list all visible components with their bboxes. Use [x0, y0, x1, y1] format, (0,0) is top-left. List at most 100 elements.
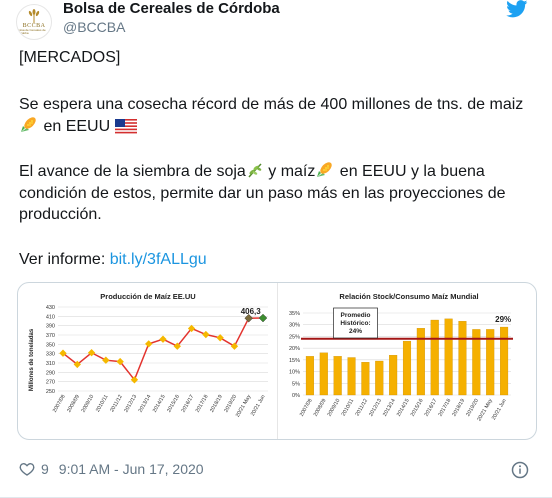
bar [333, 356, 342, 396]
production-chart: Producción de Maíz EE.UU Millones de ton… [18, 283, 277, 439]
x-tick-label: 2012/13 [368, 398, 383, 418]
us-flag-emoji [114, 119, 137, 134]
x-tick-label: 2016/17 [181, 394, 196, 414]
media-attachment[interactable]: Producción de Maíz EE.UU Millones de ton… [17, 282, 537, 440]
tweet-line-2: Se espera una cosecha récord de más de 4… [19, 96, 524, 113]
tweet-line-3: en EEUU [19, 116, 137, 138]
data-point [258, 313, 268, 323]
x-tick-label: 2009/10 [327, 398, 342, 418]
x-tick-label: 2019/20 [223, 394, 238, 414]
y-tick-label: 35% [289, 311, 300, 317]
bar [458, 321, 467, 396]
like-count[interactable]: 9 [41, 461, 49, 477]
x-tick-label: 20/21 Jun [250, 394, 267, 417]
tweet-line-7: Ver informe: bit.ly/3fALLgu [19, 249, 207, 271]
x-tick-label: 2014/15 [396, 398, 411, 418]
tweet-line-4b: y maíz [263, 163, 316, 180]
y-tick-label: 410 [46, 314, 55, 320]
y-tick-label: 390 [46, 324, 55, 330]
production-annotation: 406,3 [241, 307, 262, 316]
x-tick-label: 2010/11 [95, 394, 110, 413]
y-tick-label: 30% [289, 323, 300, 329]
x-tick-label: 2011/12 [355, 398, 370, 417]
timestamp[interactable]: 9:01 AM - Jun 17, 2020 [58, 461, 204, 477]
bar [402, 340, 412, 396]
x-tick-label: 2014/15 [152, 394, 167, 414]
bar [305, 356, 314, 396]
bar [486, 329, 495, 396]
report-link[interactable]: bit.ly/3fALLgu [109, 251, 207, 268]
account-handle[interactable]: @BCCBA [63, 19, 126, 35]
x-tick-label: 2018/19 [451, 398, 466, 418]
tweet-line-5: condición de estos, permite dar un paso … [19, 185, 506, 202]
bar [472, 329, 481, 396]
tweet-line-4c: en EEUU y la buena [335, 163, 485, 180]
info-icon[interactable] [511, 461, 529, 479]
tweet-footer: 9 9:01 AM - Jun 17, 2020 [19, 459, 204, 479]
production-series-line [62, 317, 264, 382]
data-point [87, 349, 96, 357]
corn-emoji [21, 117, 36, 132]
y-tick-label: 350 [46, 342, 55, 348]
bar [430, 319, 439, 396]
bar [361, 362, 370, 396]
y-tick-label: 10% [289, 370, 300, 376]
twitter-bird-icon[interactable] [506, 0, 528, 18]
tweet-line-1: [MERCADOS] [19, 49, 121, 66]
y-tick-label: 330 [46, 352, 55, 358]
y-tick-label: 0% [292, 393, 300, 399]
data-point [230, 342, 239, 350]
average-label-line-2: Histórico: [340, 320, 370, 327]
bar [389, 355, 398, 396]
bar [375, 360, 384, 396]
bar [347, 357, 356, 396]
stock-ratio-chart-svg: Relación Stock/Consumo Maíz Mundial 35% 3… [289, 292, 513, 422]
y-tick-label: 15% [289, 358, 300, 364]
average-label-value: 24% [349, 328, 362, 335]
x-tick-label: 2017/18 [438, 398, 453, 418]
average-label-line-1: Promedio [341, 312, 371, 319]
tweet-line-4a: El avance de la siembra de soja [19, 163, 246, 180]
average-label-box [333, 307, 378, 339]
data-point [159, 335, 167, 343]
data-point [244, 313, 253, 323]
x-tick-label: 2008/09 [66, 394, 81, 414]
x-tick-label: 2008/09 [313, 398, 328, 418]
stock-ratio-chart: Relación Stock/Consumo Maíz Mundial 35% 3… [279, 283, 536, 439]
production-chart-ylabel: Millones de toneladas [29, 328, 35, 391]
bar [416, 328, 425, 396]
x-tick-label: 2018/19 [209, 394, 224, 414]
heart-icon[interactable] [19, 461, 35, 477]
x-tick-label: 2011/12 [109, 394, 124, 413]
production-chart-svg: Producción de Maíz EE.UU Millones de ton… [29, 292, 268, 418]
x-tick-label: 2012/13 [123, 394, 138, 414]
x-tick-label: 2010/11 [341, 398, 356, 417]
data-point [187, 324, 196, 333]
stock-ratio-chart-title: Relación Stock/Consumo Maíz Mundial [339, 292, 478, 301]
x-tick-label: 2013/14 [138, 394, 153, 414]
account-name[interactable]: Bolsa de Cereales de Córdoba [63, 0, 280, 17]
x-tick-label: 2016/17 [424, 398, 439, 418]
y-tick-label: 250 [46, 389, 55, 395]
x-tick-label: 2019/20 [465, 398, 480, 418]
x-tick-label: 2015/16 [410, 398, 425, 418]
y-tick-label: 20% [289, 346, 300, 352]
y-tick-label: 310 [46, 361, 55, 367]
tweet-line-3-text: en EEUU [39, 118, 115, 135]
bar [319, 352, 328, 396]
y-tick-label: 25% [289, 334, 300, 340]
y-tick-label: 5% [292, 381, 300, 387]
tweet-line-6: producción. [19, 206, 102, 223]
x-tick-label: 2007/08 [52, 394, 67, 414]
data-point [202, 330, 210, 339]
y-tick-label: 270 [46, 380, 55, 386]
stock-ratio-annotation: 29% [495, 315, 511, 324]
x-tick-label: 2007/08 [299, 398, 314, 418]
chart-divider [277, 283, 279, 439]
avatar-text: BCCBA [22, 23, 46, 29]
avatar[interactable]: BCCBA Bolsa de Cereales de Córdoba [16, 4, 52, 40]
seedling-emoji [248, 163, 262, 178]
production-chart-title: Producción de Maíz EE.UU [100, 292, 195, 301]
x-tick-label: 2017/18 [195, 394, 210, 414]
